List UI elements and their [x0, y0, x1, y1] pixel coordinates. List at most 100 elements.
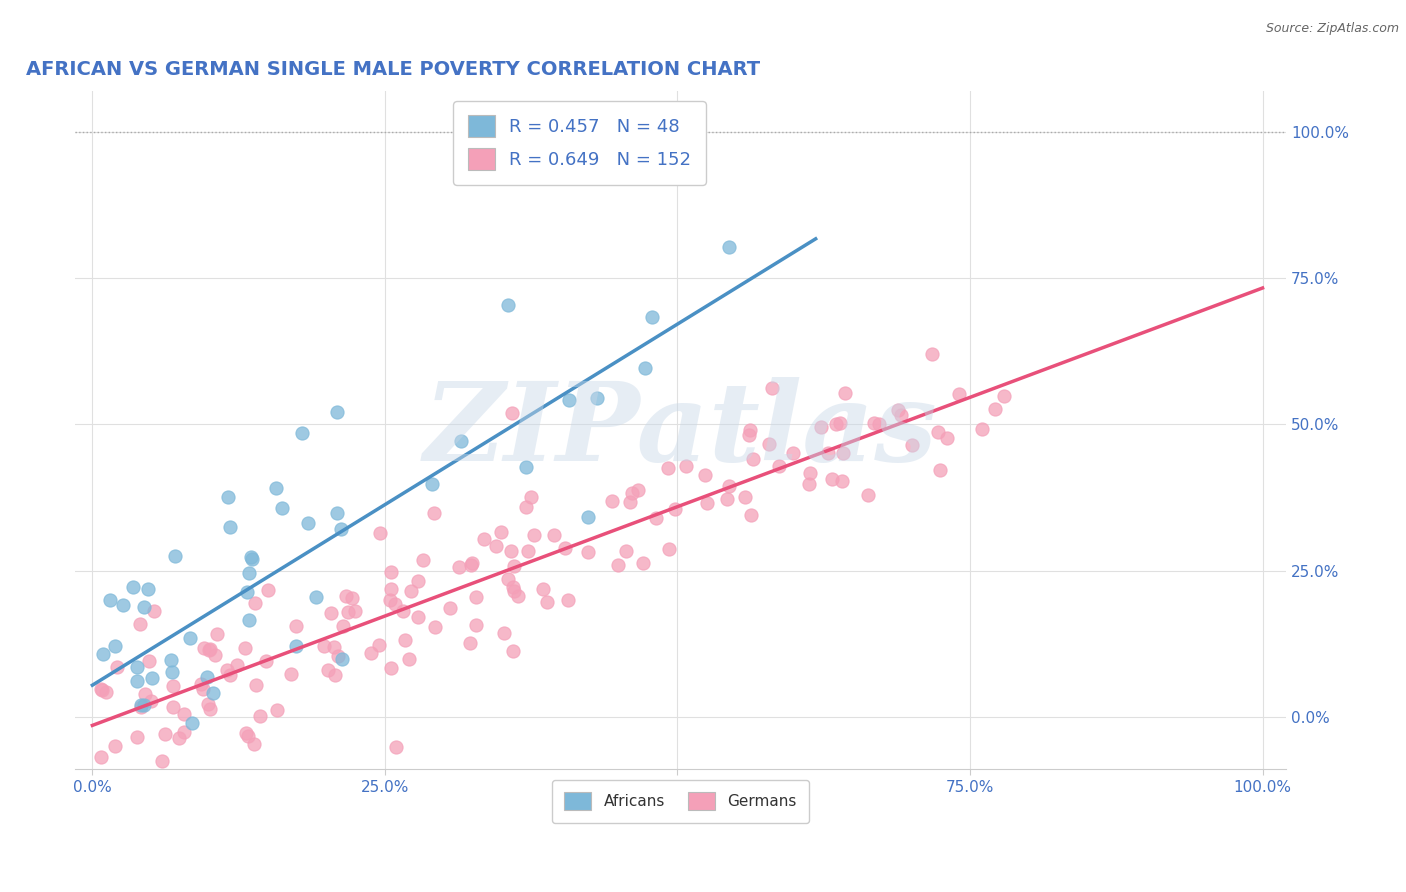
Point	[516, 543, 538, 558]
Point	[828, 416, 851, 430]
Text: Source: ZipAtlas.com: Source: ZipAtlas.com	[1265, 22, 1399, 36]
Point	[465, 617, 488, 632]
Point	[520, 490, 543, 504]
Point	[384, 597, 406, 611]
Point	[238, 614, 260, 628]
Point	[323, 668, 346, 682]
Point	[104, 639, 127, 653]
Point	[740, 423, 762, 437]
Point	[717, 240, 740, 254]
Point	[181, 716, 204, 731]
Point	[153, 726, 176, 740]
Point	[644, 511, 666, 525]
Point	[927, 425, 949, 440]
Point	[127, 730, 149, 744]
Point	[297, 516, 319, 530]
Point	[531, 582, 554, 596]
Point	[91, 682, 114, 697]
Point	[305, 590, 328, 604]
Point	[105, 660, 128, 674]
Point	[831, 474, 853, 488]
Point	[367, 638, 389, 652]
Point	[127, 674, 149, 689]
Point	[204, 648, 226, 662]
Point	[515, 460, 537, 475]
Point	[163, 549, 186, 563]
Point	[738, 428, 761, 442]
Y-axis label: Single Male Poverty: Single Male Poverty	[0, 355, 7, 506]
Point	[93, 647, 115, 661]
Point	[134, 687, 156, 701]
Point	[198, 641, 221, 656]
Point	[817, 446, 839, 460]
Point	[245, 678, 267, 692]
Point	[543, 528, 565, 542]
Point	[401, 583, 423, 598]
Point	[890, 409, 912, 423]
Point	[254, 654, 277, 668]
Point	[167, 731, 190, 745]
Point	[314, 639, 336, 653]
Point	[716, 491, 738, 506]
Point	[219, 668, 242, 682]
Point	[150, 754, 173, 768]
Point	[420, 476, 443, 491]
Point	[330, 652, 353, 666]
Point	[502, 583, 524, 598]
Point	[191, 682, 214, 697]
Point	[406, 610, 429, 624]
Point	[465, 591, 488, 605]
Point	[129, 698, 152, 712]
Point	[380, 593, 402, 607]
Point	[824, 417, 846, 432]
Point	[734, 490, 756, 504]
Point	[326, 405, 349, 419]
Point	[447, 560, 470, 574]
Point	[122, 580, 145, 594]
Point	[236, 729, 259, 743]
Point	[243, 596, 266, 610]
Point	[111, 793, 134, 807]
Point	[761, 381, 783, 395]
Point	[336, 605, 359, 619]
Point	[271, 500, 294, 515]
Point	[236, 585, 259, 599]
Point	[502, 580, 524, 594]
Point	[326, 507, 349, 521]
Point	[485, 539, 508, 553]
Point	[450, 434, 472, 448]
Point	[515, 500, 537, 515]
Point	[496, 298, 519, 312]
Point	[129, 700, 152, 714]
Point	[489, 525, 512, 540]
Point	[606, 558, 628, 573]
Point	[138, 654, 160, 668]
Point	[797, 477, 820, 491]
Point	[138, 582, 160, 597]
Point	[90, 749, 112, 764]
Point	[380, 565, 402, 579]
Point	[233, 640, 256, 655]
Point	[614, 544, 637, 558]
Point	[195, 670, 218, 684]
Point	[406, 574, 429, 588]
Point	[266, 481, 288, 495]
Point	[834, 386, 856, 401]
Point	[217, 490, 239, 504]
Point	[718, 479, 741, 493]
Point	[368, 525, 391, 540]
Point	[215, 663, 238, 677]
Point	[394, 632, 416, 647]
Point	[492, 626, 515, 640]
Point	[398, 652, 420, 666]
Point	[162, 679, 184, 693]
Point	[461, 557, 484, 571]
Point	[832, 446, 855, 460]
Point	[98, 592, 121, 607]
Point	[887, 402, 910, 417]
Point	[557, 593, 579, 607]
Point	[139, 694, 162, 708]
Point	[821, 472, 844, 486]
Legend: Africans, Germans: Africans, Germans	[551, 780, 810, 822]
Point	[340, 591, 363, 605]
